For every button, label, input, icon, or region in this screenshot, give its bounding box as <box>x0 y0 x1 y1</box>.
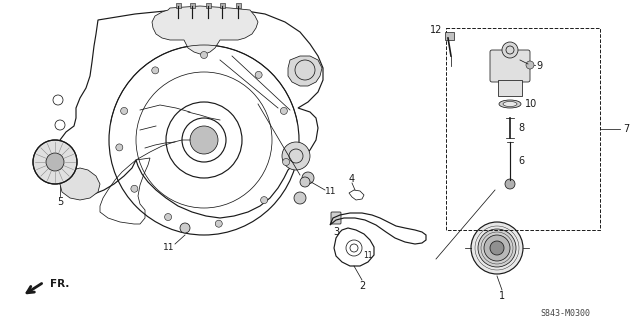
Text: 9: 9 <box>536 61 542 71</box>
Bar <box>446 28 600 230</box>
Circle shape <box>282 142 310 170</box>
Text: S843-M0300: S843-M0300 <box>540 309 590 318</box>
Text: 10: 10 <box>525 99 537 109</box>
Text: 12: 12 <box>430 25 442 35</box>
Polygon shape <box>152 6 258 54</box>
Ellipse shape <box>503 101 517 107</box>
Circle shape <box>190 126 218 154</box>
Circle shape <box>502 42 518 58</box>
Text: 11: 11 <box>364 252 372 260</box>
Polygon shape <box>60 168 100 200</box>
FancyBboxPatch shape <box>490 50 530 82</box>
Bar <box>236 3 241 8</box>
Circle shape <box>120 108 127 115</box>
Text: 11: 11 <box>163 244 175 252</box>
Circle shape <box>471 222 523 274</box>
Text: 4: 4 <box>349 174 355 184</box>
Text: 11: 11 <box>325 188 337 196</box>
Circle shape <box>255 71 262 78</box>
Bar <box>175 3 180 8</box>
Circle shape <box>478 229 516 267</box>
Ellipse shape <box>499 100 521 108</box>
Circle shape <box>526 61 534 69</box>
Circle shape <box>505 179 515 189</box>
Circle shape <box>33 140 77 184</box>
Circle shape <box>200 52 207 59</box>
Circle shape <box>294 192 306 204</box>
Circle shape <box>302 172 314 184</box>
Bar <box>498 80 522 96</box>
Circle shape <box>260 196 268 204</box>
Text: 1: 1 <box>499 291 505 301</box>
Text: 2: 2 <box>359 281 365 291</box>
Circle shape <box>116 144 123 151</box>
Text: 3: 3 <box>333 227 339 237</box>
Text: 7: 7 <box>623 124 629 134</box>
Bar <box>445 32 454 40</box>
Text: 6: 6 <box>518 156 524 166</box>
FancyBboxPatch shape <box>331 212 341 224</box>
Bar <box>220 3 225 8</box>
Circle shape <box>300 177 310 187</box>
Circle shape <box>131 185 138 192</box>
Circle shape <box>164 213 172 220</box>
Circle shape <box>280 108 287 115</box>
Polygon shape <box>288 56 322 86</box>
Circle shape <box>283 158 290 165</box>
Circle shape <box>180 223 190 233</box>
Text: FR.: FR. <box>50 279 69 289</box>
Circle shape <box>484 235 510 261</box>
Bar <box>189 3 195 8</box>
Circle shape <box>46 153 64 171</box>
Text: 5: 5 <box>57 197 63 207</box>
Circle shape <box>152 67 159 74</box>
Bar <box>205 3 211 8</box>
Text: 8: 8 <box>518 123 524 133</box>
Circle shape <box>490 241 504 255</box>
Circle shape <box>215 220 222 227</box>
